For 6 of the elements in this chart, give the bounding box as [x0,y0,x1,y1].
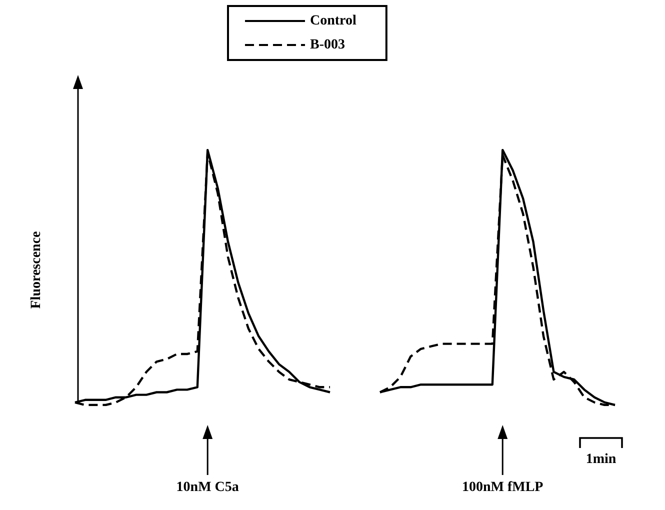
legend-label: Control [310,14,357,28]
text: 1min [586,452,616,468]
text: 10nM C5a [176,480,239,496]
legend-label: B-003 [310,38,345,52]
y-axis-title: Fluorescence [29,231,45,309]
text: 100nM fMLP [462,480,544,496]
